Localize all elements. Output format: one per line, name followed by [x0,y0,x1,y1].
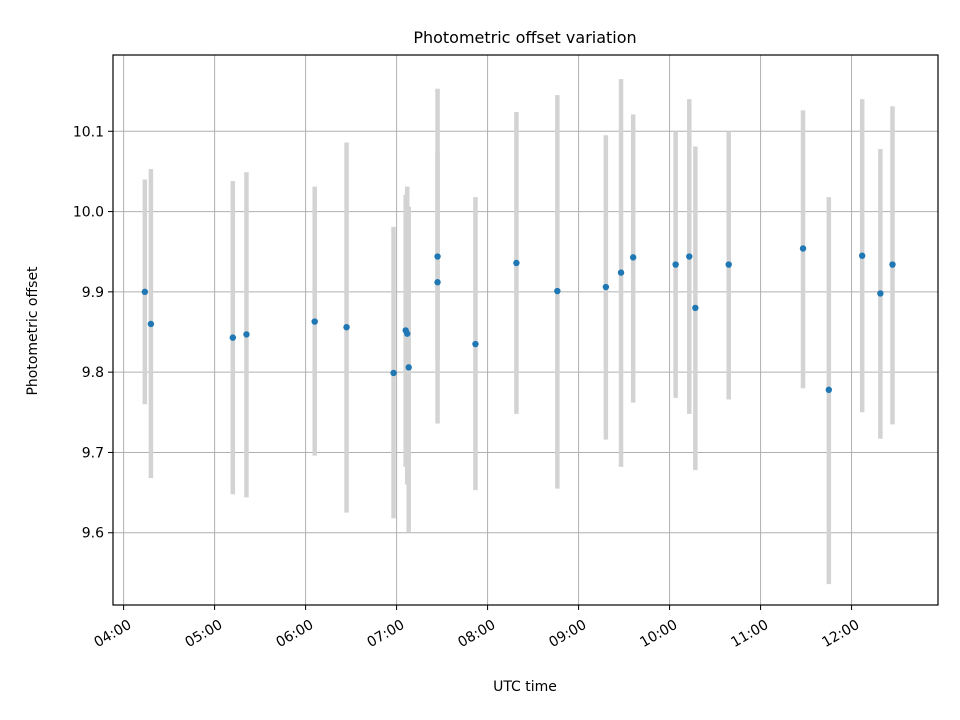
y-tick-label: 10.1 [73,124,104,140]
y-tick-label: 9.9 [82,285,104,301]
data-point [877,290,884,297]
data-point [472,340,479,348]
data-point [513,259,520,267]
data-point [311,318,318,325]
data-point [554,287,561,295]
data-point [858,252,866,259]
data-point [434,253,441,260]
y-tick-label: 10.0 [73,205,104,221]
data-point [343,323,350,331]
data-point [141,288,149,296]
chart-title: Photometric offset variation [413,28,636,47]
data-point [405,364,412,371]
y-tick-label: 9.7 [82,445,104,461]
y-axis-label: Photometric offset [25,266,41,396]
data-point [672,261,679,268]
data-point [629,254,637,261]
x-axis-label: UTC time [493,679,557,695]
data-point [725,261,732,268]
axes-frame [112,54,939,606]
data-point [243,331,250,338]
data-point [602,283,610,291]
data-point [825,386,833,394]
data-point [404,330,411,337]
data-point [889,261,896,268]
data-point [692,304,699,312]
data-point [390,369,397,377]
y-tick-label: 9.8 [82,365,104,381]
data-point [147,320,155,328]
data-point [686,253,693,260]
data-point [229,334,237,341]
data-point [799,245,807,252]
data-point [434,279,441,286]
data-point [617,269,625,276]
y-tick-label: 9.6 [82,526,104,542]
